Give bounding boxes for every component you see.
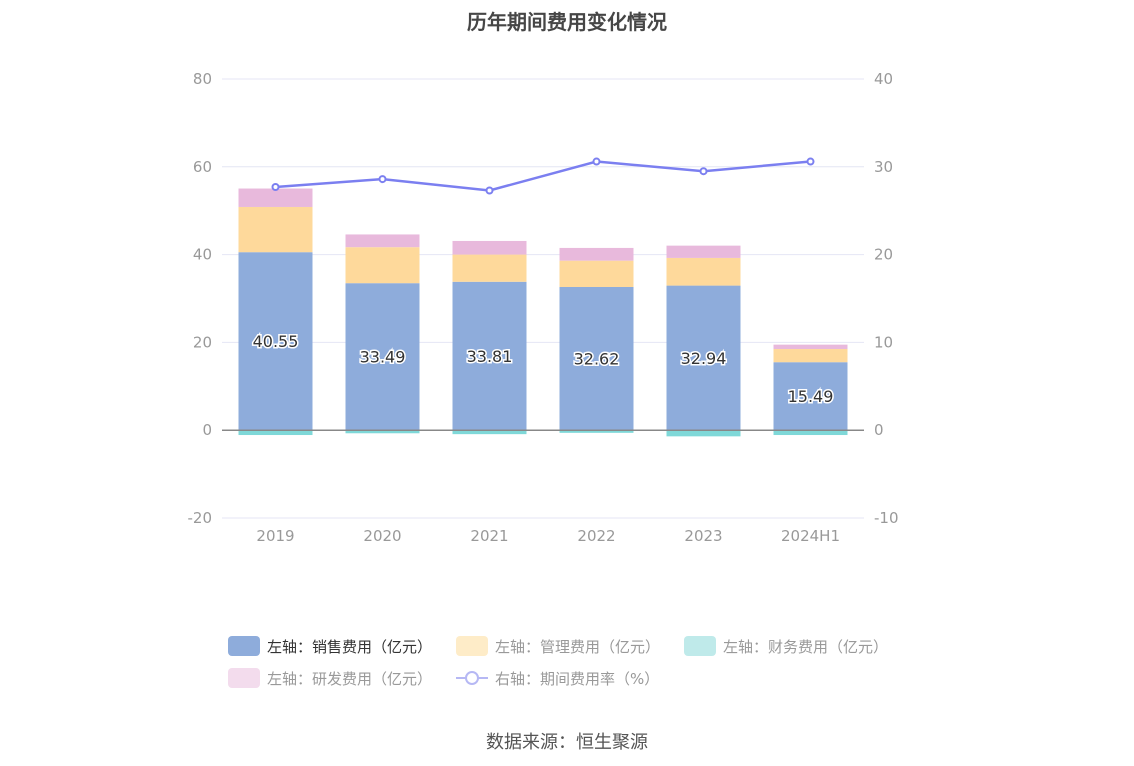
legend-label-rd: 左轴：研发费用（亿元） bbox=[267, 669, 433, 688]
line-series bbox=[271, 157, 815, 195]
left-tick-label: 80 bbox=[193, 70, 212, 88]
legend-swatch-finance bbox=[684, 636, 717, 656]
bar-segment bbox=[559, 247, 634, 261]
right-tick-label: 40 bbox=[874, 70, 893, 88]
right-tick-label: 20 bbox=[874, 246, 893, 264]
left-tick-label: -20 bbox=[188, 509, 213, 527]
bar-segment bbox=[666, 257, 741, 286]
left-tick-label: 0 bbox=[202, 421, 212, 439]
legend-item-rate[interactable]: 右轴：期间费用率（%） bbox=[456, 668, 659, 689]
x-tick-label: 2020 bbox=[363, 527, 401, 545]
bar-segment bbox=[345, 247, 420, 284]
chart-title: 历年期间费用变化情况 bbox=[467, 10, 667, 34]
legend-swatch-admin bbox=[456, 636, 489, 656]
rate-point bbox=[271, 182, 280, 191]
x-tick-label: 2022 bbox=[577, 527, 615, 545]
legend-swatch-rd bbox=[228, 668, 260, 688]
data-labels: 40.55 33.49 33.81 32.62 32.94 15.49 bbox=[251, 331, 835, 408]
bar-segment bbox=[559, 286, 634, 431]
legend-label-finance: 左轴：财务费用（亿元） bbox=[723, 637, 889, 656]
x-tick-label: 2023 bbox=[684, 527, 722, 545]
bar-segment bbox=[666, 245, 741, 258]
bar-value-label: 32.62 bbox=[574, 350, 620, 369]
bar-segment bbox=[773, 349, 848, 363]
bar-segment bbox=[559, 260, 634, 287]
legend-line-marker bbox=[465, 671, 480, 685]
legend-label-admin: 左轴：管理费用（亿元） bbox=[495, 637, 661, 656]
x-axis: 2019 2020 2021 2022 2023 2024H1 bbox=[256, 527, 840, 545]
rate-point bbox=[806, 157, 815, 166]
bar-segment bbox=[238, 252, 313, 431]
legend-line-icon bbox=[456, 671, 489, 685]
left-tick-label: 60 bbox=[193, 158, 212, 176]
bar-value-label: 32.94 bbox=[681, 349, 727, 368]
bar-segment bbox=[666, 430, 741, 437]
legend: 左轴：销售费用（亿元） 左轴：管理费用（亿元） 左轴：财务费用（亿元） 左轴：研… bbox=[228, 630, 928, 694]
grid-lines bbox=[222, 78, 864, 519]
legend-item-sales[interactable]: 左轴：销售费用（亿元） bbox=[228, 636, 432, 657]
bar-segment bbox=[452, 254, 527, 282]
legend-item-rd[interactable]: 左轴：研发费用（亿元） bbox=[228, 668, 432, 689]
data-source: 数据来源：恒生聚源 bbox=[486, 732, 648, 753]
bar-segment bbox=[666, 285, 741, 431]
bar-segment bbox=[559, 430, 634, 433]
legend-item-admin[interactable]: 左轴：管理费用（亿元） bbox=[456, 636, 660, 657]
bar-segment bbox=[773, 362, 848, 431]
rate-line bbox=[275, 160, 811, 192]
bar-value-label: 33.81 bbox=[467, 347, 513, 366]
x-tick-label: 2021 bbox=[470, 527, 508, 545]
right-axis: -10 0 10 20 30 40 bbox=[874, 70, 899, 527]
rate-point bbox=[485, 186, 494, 195]
bar-value-label: 40.55 bbox=[253, 332, 299, 351]
bar-segment bbox=[452, 430, 527, 435]
bar-segment bbox=[345, 234, 420, 248]
bar-value-label: 33.49 bbox=[360, 348, 406, 367]
left-axis: -20 0 20 40 60 80 bbox=[188, 70, 213, 527]
bar-segment bbox=[345, 430, 420, 434]
x-tick-label: 2019 bbox=[256, 527, 294, 545]
left-tick-label: 40 bbox=[193, 246, 212, 264]
bar-segment bbox=[238, 188, 313, 207]
legend-item-finance[interactable]: 左轴：财务费用（亿元） bbox=[684, 636, 888, 657]
bar-segment bbox=[238, 206, 313, 253]
legend-swatch-sales bbox=[228, 636, 260, 656]
bar-segment bbox=[452, 281, 527, 431]
rate-point bbox=[592, 157, 601, 166]
left-tick-label: 20 bbox=[193, 333, 212, 351]
x-tick-label: 2024H1 bbox=[781, 527, 840, 545]
bar-value-label: 15.49 bbox=[788, 387, 834, 406]
legend-label-sales: 左轴：销售费用（亿元） bbox=[267, 637, 433, 656]
bar-series bbox=[238, 188, 848, 437]
bar-segment bbox=[773, 430, 848, 436]
right-tick-label: 10 bbox=[874, 333, 893, 351]
right-tick-label: 30 bbox=[874, 158, 893, 176]
bar-segment bbox=[345, 283, 420, 431]
legend-label-rate: 右轴：期间费用率（%） bbox=[495, 669, 660, 688]
bar-segment bbox=[238, 430, 313, 436]
bar-segment bbox=[452, 240, 527, 255]
right-tick-label: -10 bbox=[874, 509, 899, 527]
bar-segment bbox=[773, 344, 848, 350]
rate-point bbox=[378, 175, 387, 184]
rate-point bbox=[699, 167, 708, 176]
right-tick-label: 0 bbox=[874, 421, 884, 439]
